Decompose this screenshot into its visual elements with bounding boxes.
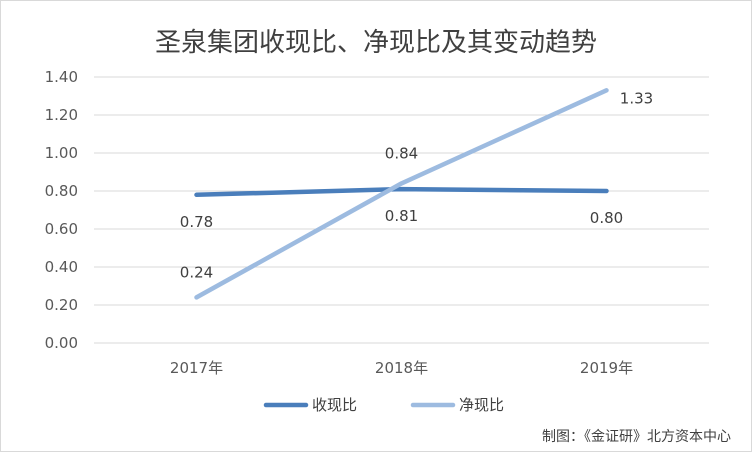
chart-title: 圣泉集团收现比、净现比及其变动趋势 bbox=[155, 28, 597, 58]
y-tick-label: 0.40 bbox=[45, 258, 78, 276]
y-tick-label: 1.20 bbox=[45, 106, 78, 124]
data-label: 0.84 bbox=[385, 144, 418, 162]
legend-label: 收现比 bbox=[312, 396, 357, 414]
series-line-1 bbox=[194, 88, 609, 300]
y-axis-ticks: 0.00 0.20 0.40 0.60 0.80 1.00 1.20 1.40 bbox=[45, 68, 78, 352]
x-axis-ticks: 2017年 2018年 2019年 bbox=[170, 359, 633, 377]
y-tick-label: 0.60 bbox=[45, 220, 78, 238]
data-labels: 0.78 0.24 0.81 0.84 0.80 1.33 bbox=[180, 89, 653, 281]
series-lines bbox=[194, 88, 609, 300]
data-label: 0.78 bbox=[180, 213, 213, 231]
x-tick-label: 2019年 bbox=[580, 359, 633, 377]
y-tick-label: 0.80 bbox=[45, 182, 78, 200]
data-label: 1.33 bbox=[620, 89, 653, 107]
y-tick-label: 0.20 bbox=[45, 296, 78, 314]
y-tick-label: 1.00 bbox=[45, 144, 78, 162]
y-tick-label: 1.40 bbox=[45, 68, 78, 86]
series-line-0 bbox=[194, 186, 609, 198]
x-tick-label: 2017年 bbox=[170, 359, 223, 377]
legend-label: 净现比 bbox=[459, 396, 504, 414]
legend: 收现比 净现比 bbox=[263, 396, 504, 414]
x-tick-label: 2018年 bbox=[375, 359, 428, 377]
data-label: 0.81 bbox=[385, 207, 418, 225]
data-label: 0.80 bbox=[590, 209, 623, 227]
data-label: 0.24 bbox=[180, 263, 213, 281]
chart-credit: 制图：《金证研》北方资本中心 bbox=[542, 429, 731, 445]
y-tick-label: 0.00 bbox=[45, 334, 78, 352]
